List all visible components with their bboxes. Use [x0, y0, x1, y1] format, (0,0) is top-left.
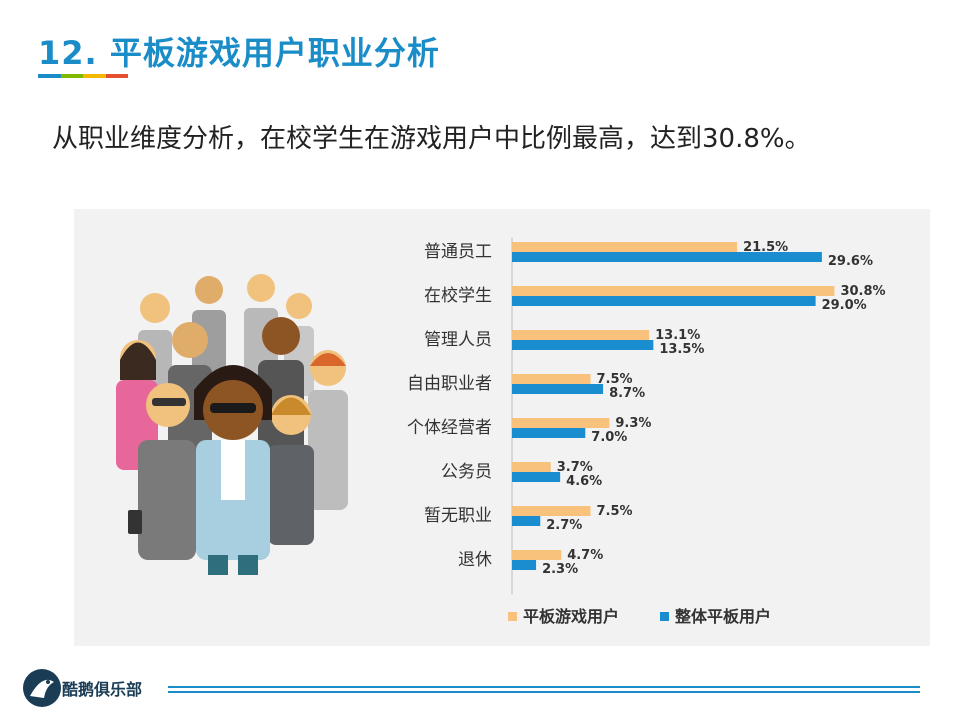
data-label: 7.5%: [597, 372, 633, 387]
category-label: 管理人员: [424, 330, 492, 350]
bar: [512, 252, 822, 262]
title-underline-segment: [60, 74, 83, 78]
legend-label: 整体平板用户: [674, 607, 771, 626]
data-label: 7.5%: [597, 504, 633, 519]
penguin-icon: [23, 669, 61, 707]
bar: [512, 550, 562, 560]
data-label: 4.6%: [566, 474, 602, 489]
title-underline-segment: [38, 74, 61, 78]
data-label: 13.5%: [659, 342, 704, 357]
category-label: 个体经营者: [407, 418, 492, 438]
chart-marks: 普通员工 21.5% 29.6% 在校学生 30.8%29.0% 管理人员 13.1%13.…: [407, 240, 886, 577]
bar: [512, 506, 591, 516]
bar: [512, 516, 541, 526]
bar: [512, 384, 604, 394]
category-label: 退休: [458, 550, 492, 570]
data-label: 29.6%: [828, 254, 873, 269]
data-label: 21.5%: [743, 240, 788, 255]
bar: [512, 428, 586, 438]
data-label: 2.7%: [546, 518, 582, 533]
legend-swatch: [508, 612, 517, 621]
person-center: [194, 365, 272, 575]
bar: [512, 418, 610, 428]
footer-rule: [168, 691, 920, 693]
data-label: 3.7%: [557, 460, 593, 475]
bar: [512, 374, 591, 384]
bar: [512, 560, 537, 570]
data-label: 8.7%: [609, 386, 645, 401]
summary-text: 从职业维度分析，在校学生在游戏用户中比例最高，达到30.8%。: [52, 124, 811, 154]
data-label: 4.7%: [567, 548, 603, 563]
footer-rule: [168, 686, 920, 688]
data-label: 2.3%: [542, 562, 578, 577]
title-underline-segment: [105, 74, 128, 78]
chart-legend: 平板游戏用户 整体平板用户: [508, 607, 771, 626]
title-underline: [38, 74, 128, 78]
bar: [512, 242, 738, 252]
brand-name: 酷鹅俱乐部: [62, 680, 143, 699]
category-label: 在校学生: [424, 286, 492, 306]
people-group-illustration: [116, 274, 348, 575]
legend-swatch: [660, 612, 669, 621]
data-label: 9.3%: [615, 416, 651, 431]
category-label: 普通员工: [424, 242, 492, 262]
bar: [512, 462, 551, 472]
bar: [512, 340, 654, 350]
person-front-row: [128, 383, 314, 560]
legend-label: 平板游戏用户: [523, 607, 619, 626]
category-label: 公务员: [441, 462, 492, 482]
bar: [512, 286, 835, 296]
bar: [512, 296, 816, 306]
occupation-bar-chart: 普通员工 21.5% 29.6% 在校学生 30.8%29.0% 管理人员 13.1%13.…: [407, 238, 886, 626]
category-label: 暂无职业: [424, 506, 492, 526]
data-label: 29.0%: [822, 298, 867, 313]
page-title: 12. 平板游戏用户职业分析: [38, 34, 440, 72]
bar: [512, 472, 561, 482]
title-underline-segment: [83, 74, 106, 78]
data-label: 30.8%: [840, 284, 885, 299]
data-label: 13.1%: [655, 328, 700, 343]
data-label: 7.0%: [591, 430, 627, 445]
bar: [512, 330, 650, 340]
category-label: 自由职业者: [407, 374, 492, 394]
